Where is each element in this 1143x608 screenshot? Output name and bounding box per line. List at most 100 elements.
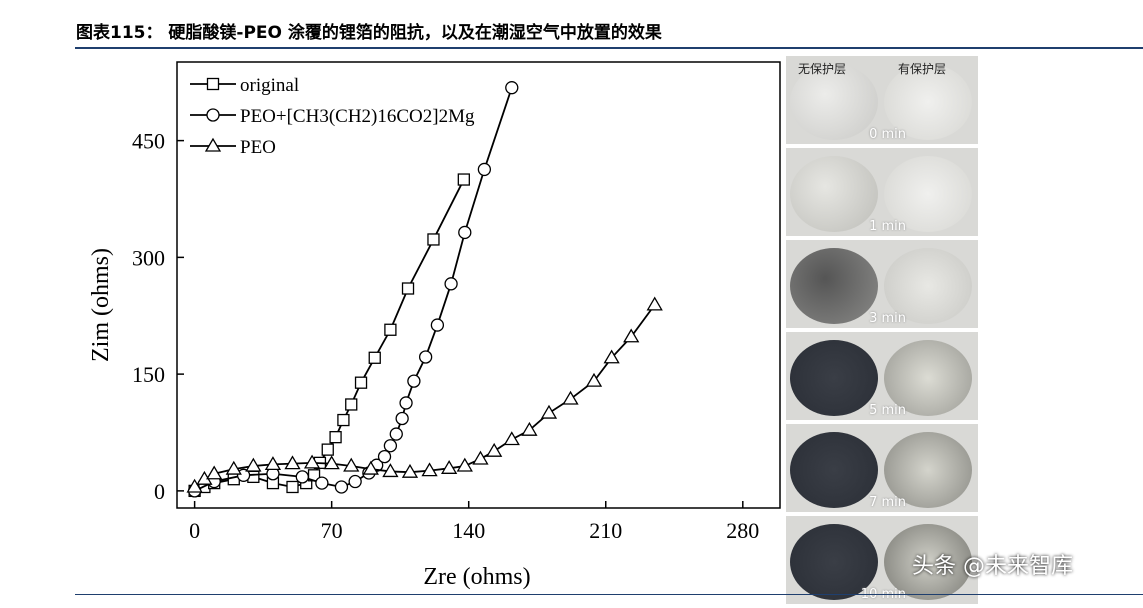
x-tick-label: 140: [452, 518, 485, 543]
data-point: [444, 277, 458, 291]
y-tick-label: 450: [132, 129, 165, 154]
data-point: [321, 443, 334, 456]
data-point: [348, 474, 362, 489]
data-point: [521, 421, 538, 436]
data-point: [457, 173, 470, 186]
sample-unprotected: [790, 432, 878, 508]
data-point: [623, 328, 640, 343]
data-point: [646, 296, 663, 311]
data-point: [505, 81, 519, 95]
data-point: [368, 351, 381, 364]
data-point: [407, 374, 421, 388]
y-tick-label: 0: [154, 479, 165, 504]
data-point: [477, 162, 492, 177]
data-point: [264, 456, 282, 471]
data-point: [503, 431, 520, 446]
data-point: [395, 411, 409, 426]
figure-title: 图表115： 硬脂酸镁-PEO 涂覆的锂箔的阻抗，以及在潮湿空气中放置的效果: [76, 23, 662, 43]
data-point: [421, 462, 438, 477]
sample-unprotected: [790, 340, 878, 416]
sample-unprotected: [790, 248, 878, 324]
data-point: [345, 398, 358, 411]
data-point: [303, 454, 321, 469]
photo-header: 有保护层: [898, 62, 947, 76]
x-axis-label: Zre (ohms): [423, 564, 530, 590]
data-point: [362, 460, 379, 475]
photo-row: 5 min: [786, 332, 978, 420]
watermark: 头条 @未来智库: [912, 554, 1073, 579]
sample-protected: [884, 340, 972, 416]
data-point: [562, 390, 579, 405]
data-point: [354, 376, 368, 389]
plot-frame: [176, 61, 781, 509]
data-point: [401, 463, 419, 478]
sample-unprotected: [790, 524, 878, 600]
sample-unprotected: [790, 64, 878, 140]
legend-label: PEO: [240, 137, 276, 158]
data-point: [284, 455, 301, 470]
sample-protected: [884, 432, 972, 508]
data-point: [401, 282, 415, 295]
data-point: [384, 323, 397, 336]
sample-protected: [884, 156, 972, 232]
x-tick-label: 70: [321, 518, 343, 543]
photo-row: 7 min: [786, 424, 978, 512]
data-point: [603, 349, 620, 364]
data-point: [286, 480, 299, 494]
time-label: 0 min: [869, 127, 906, 142]
photo-panel: 无保护层 有保护层 0 min 1 min 3 min 5 min 7 min 10 min: [786, 56, 978, 608]
data-point: [343, 457, 360, 472]
sample-protected: [884, 524, 972, 600]
data-point: [206, 465, 223, 480]
sample-unprotected: [790, 156, 878, 232]
data-point: [236, 468, 251, 482]
data-point: [456, 457, 473, 472]
data-point: [399, 396, 413, 410]
data-point: [337, 413, 350, 427]
legend-marker: [204, 137, 222, 152]
x-tick-label: 280: [726, 518, 759, 543]
data-point: [486, 442, 503, 457]
data-point: [295, 470, 309, 484]
sample-protected: [884, 64, 972, 140]
data-point: [418, 350, 433, 364]
y-tick-label: 150: [132, 362, 165, 387]
data-point: [334, 480, 349, 494]
data-point: [540, 404, 558, 419]
rule: [75, 594, 1143, 595]
data-point: [430, 318, 445, 332]
time-label: 7 min: [869, 495, 906, 510]
y-tick-label: 300: [132, 245, 165, 270]
data-point: [441, 460, 458, 474]
data-point: [472, 450, 489, 465]
photo-row: 10 min: [786, 516, 978, 604]
data-point: [377, 449, 392, 464]
data-point: [427, 233, 440, 246]
x-tick-label: 210: [589, 518, 622, 543]
legend-label: original: [240, 75, 299, 96]
data-point: [225, 460, 242, 475]
legend-marker: [206, 77, 220, 91]
data-point: [186, 478, 203, 493]
data-point: [329, 431, 342, 444]
photo-row: 1 min: [786, 148, 978, 236]
data-point: [383, 439, 398, 453]
time-label: 1 min: [869, 219, 906, 234]
photo-row: 无保护层 有保护层 0 min: [786, 56, 978, 144]
photo-header: 无保护层: [798, 62, 847, 76]
data-point: [389, 427, 403, 441]
time-label: 5 min: [869, 403, 906, 418]
legend-marker: [206, 108, 220, 122]
data-point: [382, 463, 399, 478]
data-point: [458, 225, 472, 240]
time-label: 3 min: [869, 311, 906, 326]
sample-protected: [884, 248, 972, 324]
data-point: [585, 372, 603, 387]
series-line: [194, 304, 656, 488]
chart: Zre (ohms) Zim (ohms) 0 70 140 210 280 0 150 30…: [88, 61, 781, 590]
data-point: [315, 476, 329, 490]
legend-label: PEO+[CH3(CH2)16CO2]2Mg: [240, 106, 475, 127]
rule: [75, 47, 1143, 49]
data-point: [245, 457, 262, 472]
